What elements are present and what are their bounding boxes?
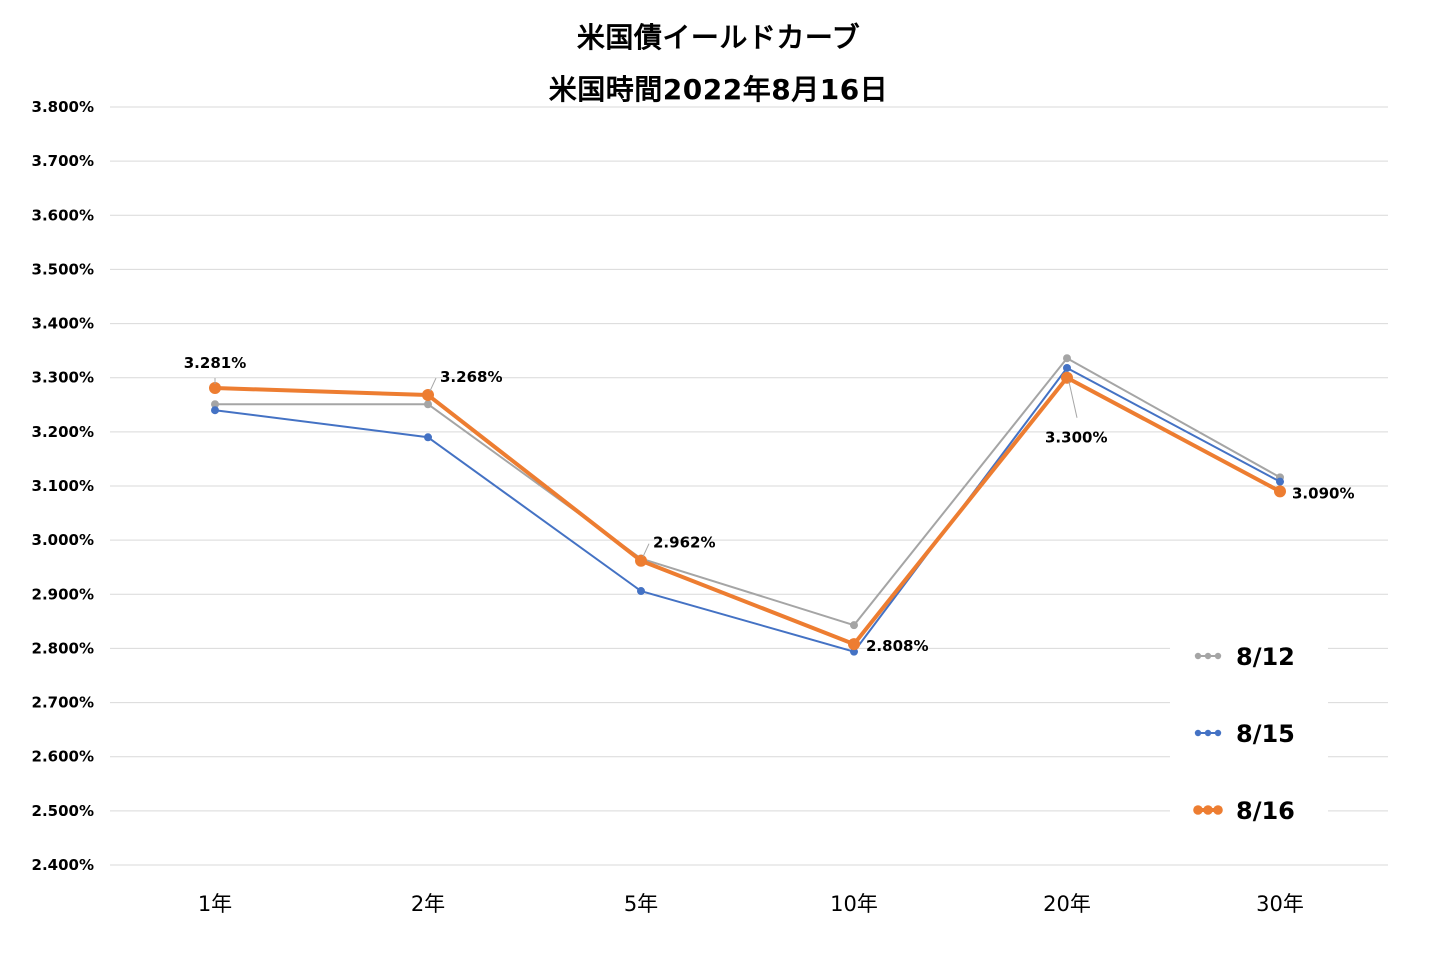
data-point: [1061, 371, 1073, 384]
series-line: [214, 366, 1281, 653]
y-tick-label: 2.400%: [32, 856, 94, 874]
data-point: [209, 382, 221, 395]
x-tick-label: 5年: [624, 892, 658, 916]
chart-title-line-1: 米国債イールドカーブ: [576, 21, 861, 54]
legend-swatch-marker: [1213, 805, 1223, 815]
y-tick-label: 3.000%: [32, 531, 94, 549]
legend-swatch-marker: [1194, 652, 1202, 660]
y-tick-label: 3.300%: [32, 369, 94, 387]
legend-swatch-marker: [1194, 729, 1202, 737]
data-point: [211, 406, 219, 415]
data-label: 2.808%: [866, 637, 928, 655]
data-point: [1274, 485, 1286, 498]
y-tick-label: 3.700%: [32, 152, 94, 170]
legend-swatch-marker: [1214, 652, 1222, 660]
x-tick-label: 30年: [1256, 892, 1304, 916]
y-tick-label: 3.800%: [32, 98, 94, 116]
legend-swatch-marker: [1204, 652, 1212, 660]
y-tick-label: 3.400%: [32, 315, 94, 333]
data-label: 3.268%: [440, 368, 502, 386]
x-tick-label: 10年: [830, 892, 878, 916]
series-line: [215, 357, 1281, 627]
data-label: 3.300%: [1045, 429, 1107, 447]
y-tick-label: 3.500%: [32, 260, 94, 278]
data-label: 3.281%: [184, 354, 246, 372]
data-point: [211, 400, 219, 409]
chart-title-line-2: 米国時間2022年8月16日: [548, 73, 889, 106]
x-tick-label: 1年: [198, 892, 232, 916]
y-tick-label: 2.800%: [32, 639, 94, 657]
legend-swatch-marker: [1214, 729, 1222, 737]
data-point: [637, 587, 645, 596]
data-point: [424, 433, 432, 442]
legend-swatch-marker: [1203, 805, 1213, 815]
y-tick-label: 3.100%: [32, 477, 94, 495]
legend-label: 8/15: [1236, 720, 1295, 748]
data-point: [1063, 354, 1071, 363]
data-label: 3.090%: [1292, 484, 1354, 502]
y-tick-label: 3.200%: [32, 423, 94, 441]
data-label-leader: [429, 377, 437, 392]
data-point: [848, 638, 860, 651]
legend-swatch-marker: [1204, 729, 1212, 737]
y-tick-label: 3.600%: [32, 206, 94, 224]
y-tick-label: 2.600%: [32, 748, 94, 766]
data-label-leader: [1068, 381, 1078, 418]
data-point: [422, 389, 434, 402]
legend-label: 8/12: [1236, 643, 1295, 671]
data-point: [424, 400, 432, 409]
data-label-leader: [642, 543, 650, 557]
series-line: [214, 375, 1281, 647]
y-tick-label: 2.700%: [32, 694, 94, 712]
y-tick-label: 2.500%: [32, 802, 94, 820]
data-point: [1276, 477, 1284, 486]
x-tick-label: 20年: [1043, 892, 1091, 916]
data-point: [635, 554, 647, 567]
x-tick-label: 2年: [411, 892, 445, 916]
y-tick-label: 2.900%: [32, 585, 94, 603]
legend-label: 8/16: [1236, 797, 1295, 825]
data-point: [850, 621, 858, 630]
legend-swatch-marker: [1193, 805, 1203, 815]
data-point: [1063, 363, 1071, 372]
data-label: 2.962%: [653, 534, 715, 552]
